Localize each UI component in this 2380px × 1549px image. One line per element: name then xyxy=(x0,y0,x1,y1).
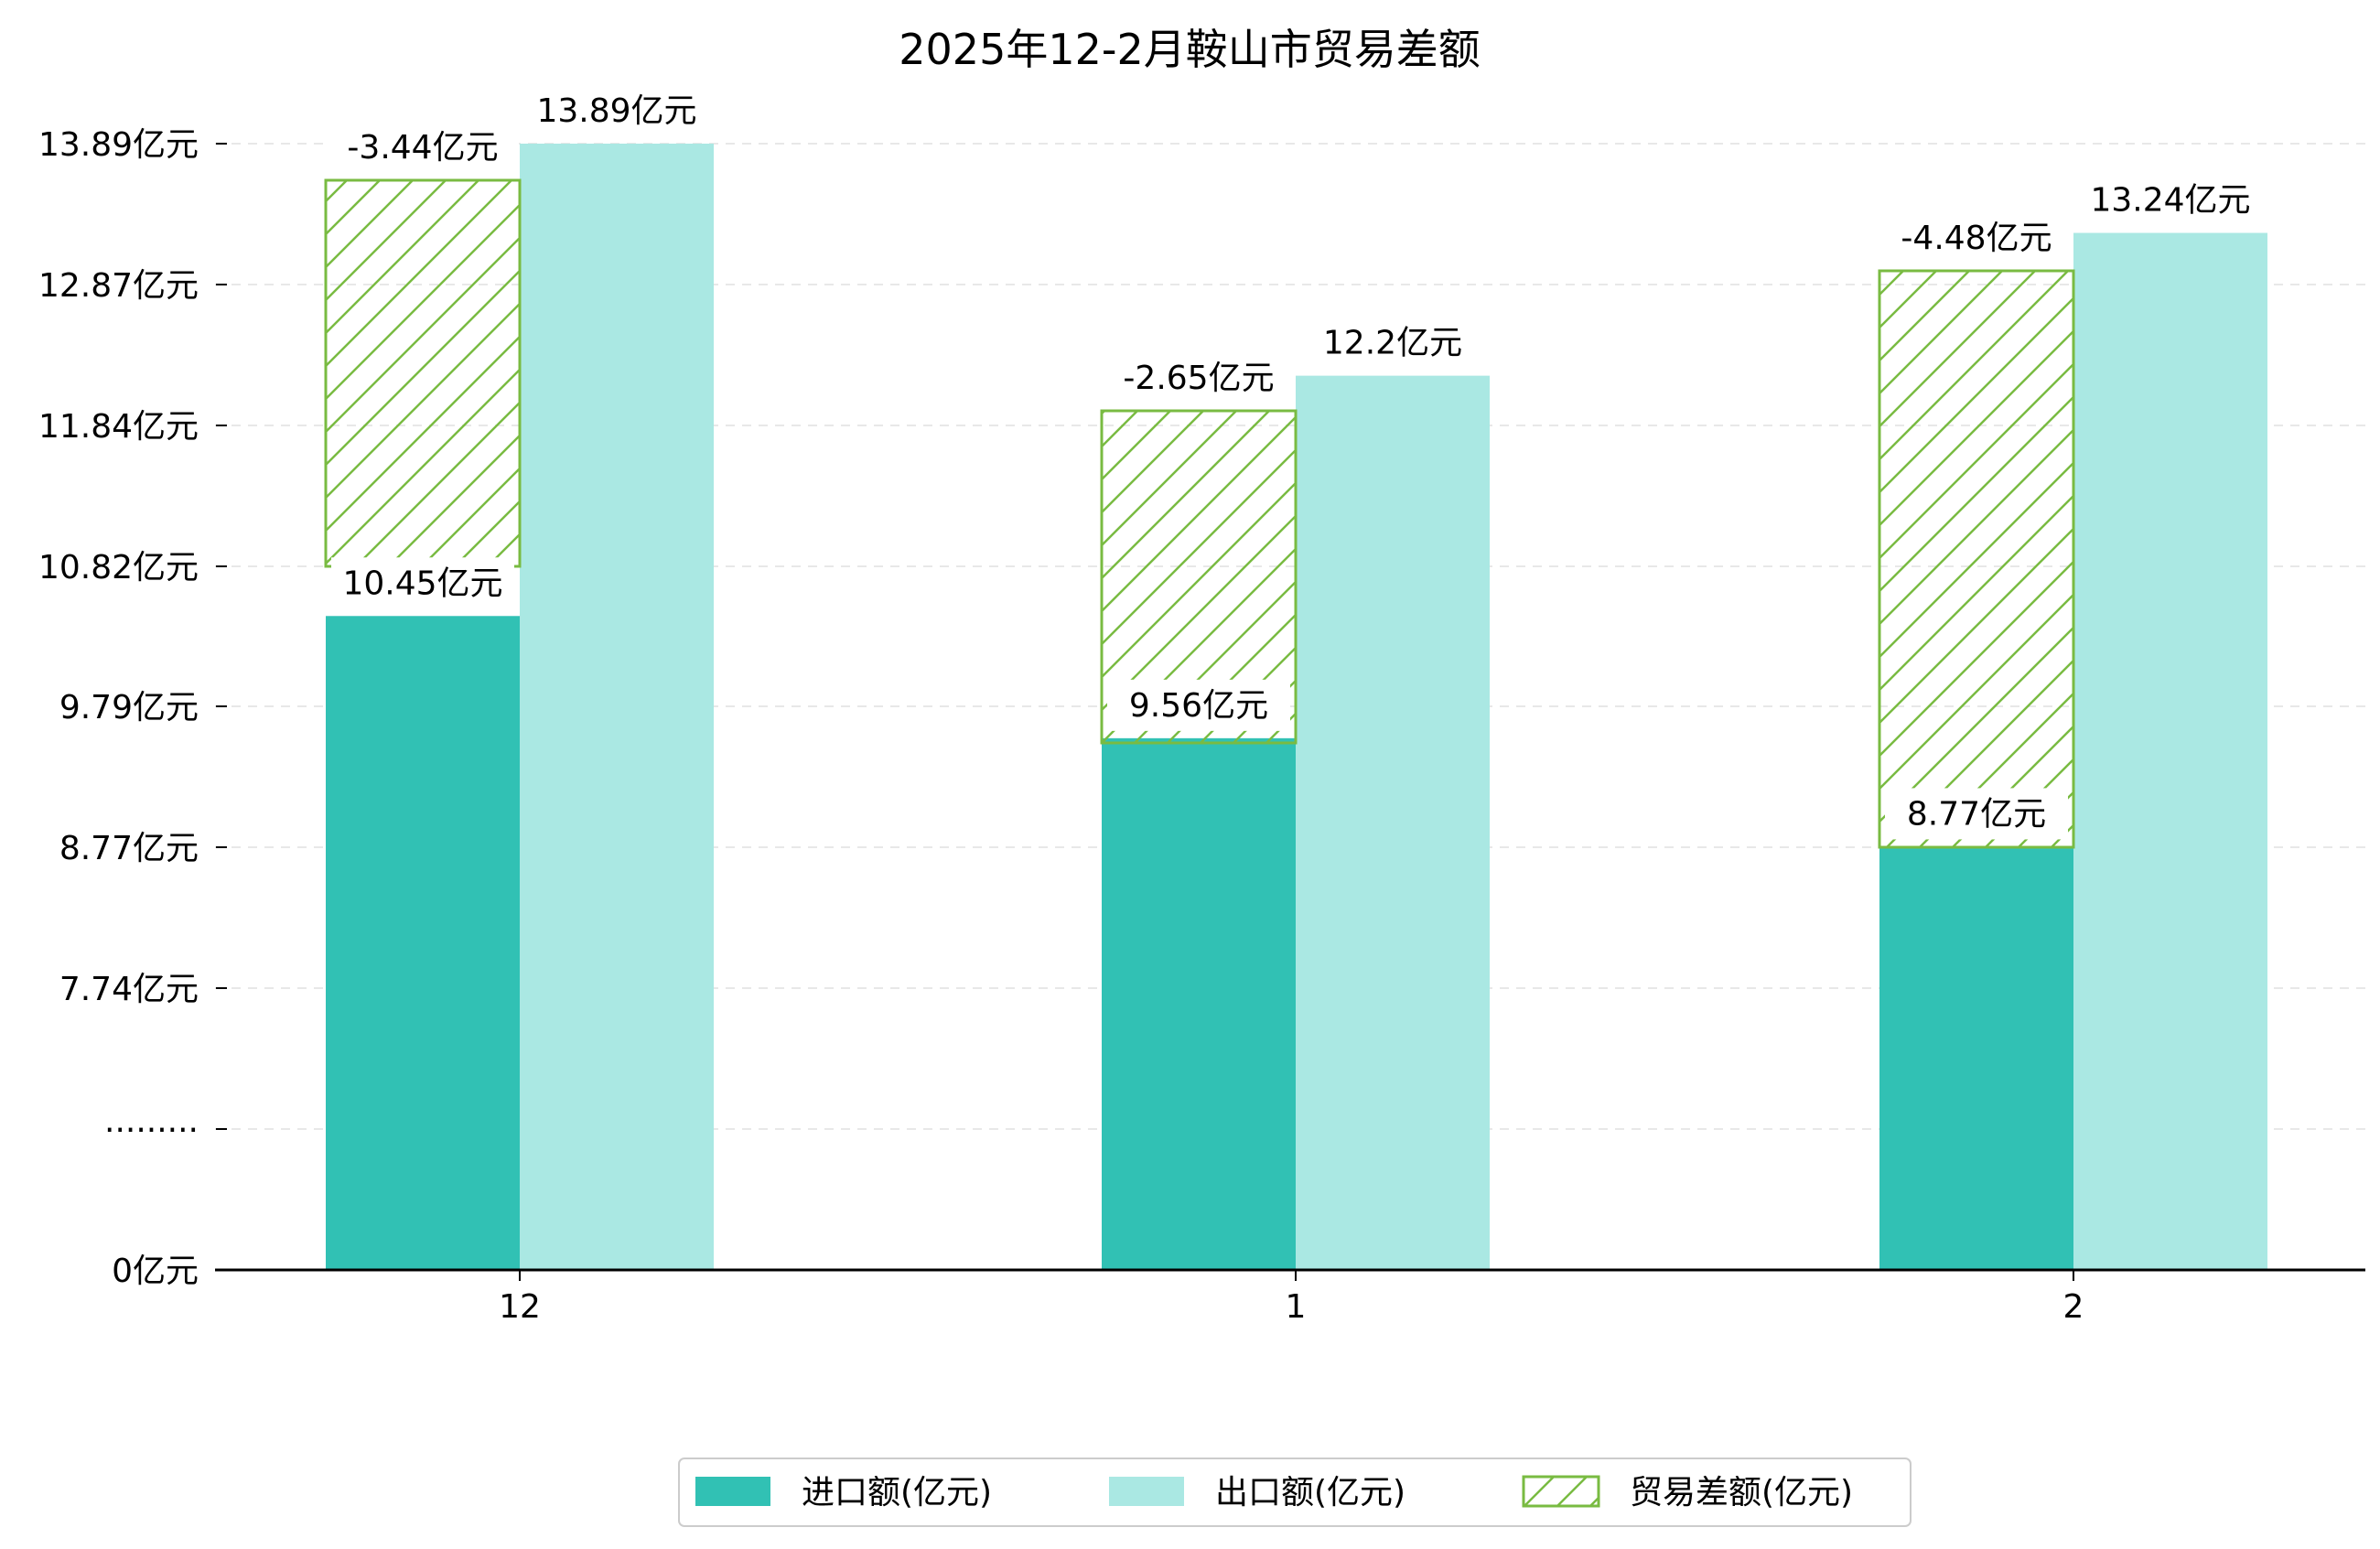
export-value-label-bg xyxy=(2074,174,2267,226)
import-value-label: 10.45亿元 xyxy=(342,565,502,602)
legend-label: 贸易差额(亿元) xyxy=(1630,1474,1853,1511)
legend-swatch-import xyxy=(695,1477,770,1506)
balance-value-label-bg xyxy=(1103,352,1295,403)
y-tick-label: ········· xyxy=(104,1112,199,1149)
y-tick-label: 13.89亿元 xyxy=(38,126,199,164)
y-tick-label: 9.79亿元 xyxy=(59,689,199,726)
bars xyxy=(324,144,2267,1270)
balance-bar xyxy=(1878,269,2075,849)
legend-swatch-balance xyxy=(1522,1475,1600,1508)
import-value-label-bg xyxy=(1107,679,1290,731)
balance-value-label: -3.44亿元 xyxy=(347,129,498,167)
export-bar xyxy=(1296,375,1490,1270)
import-value-label-bg xyxy=(1885,788,2068,840)
legend-box xyxy=(678,1458,1912,1527)
export-value-label: 12.2亿元 xyxy=(1323,325,1462,362)
export-value-label: 13.24亿元 xyxy=(2090,182,2250,220)
export-value-label: 13.89亿元 xyxy=(536,92,696,130)
x-tick-label: 12 xyxy=(499,1288,541,1326)
balance-value-label-bg xyxy=(1880,212,2073,264)
import-value-label: 9.56亿元 xyxy=(1129,687,1268,725)
chart-title: 2025年12-2月鞍山市贸易差额 xyxy=(899,25,1480,74)
legend-swatch-export xyxy=(1109,1477,1184,1506)
y-tick-label: 11.84亿元 xyxy=(38,408,199,446)
balance-bar xyxy=(324,178,522,568)
x-tick-label: 2 xyxy=(2063,1288,2084,1326)
legend-label: 进口额(亿元) xyxy=(802,1474,992,1511)
import-value-label: 8.77亿元 xyxy=(1907,795,2046,833)
export-bar xyxy=(520,144,714,1270)
axes: 0亿元 ········· 7.74亿元 8.77亿元 9.79亿元 10.82亿元 11.… xyxy=(38,126,2365,1326)
import-bar xyxy=(1879,846,2073,1270)
legend: 进口额(亿元) 出口额(亿元) 贸易差额(亿元) xyxy=(678,1458,1912,1527)
data-labels: 10.45亿元 13.89亿元 -3.44亿元 9.56亿元 12.2亿元 -2.65亿元… xyxy=(327,85,2267,840)
y-tick-label: 12.87亿元 xyxy=(38,267,199,305)
import-bar xyxy=(326,616,520,1270)
x-tick-label: 1 xyxy=(1286,1288,1307,1326)
import-bar xyxy=(1102,737,1296,1270)
export-value-label-bg xyxy=(1297,317,1489,369)
export-bar xyxy=(2073,232,2267,1270)
balance-value-label: -4.48亿元 xyxy=(1901,220,2052,257)
y-tick-label: 8.77亿元 xyxy=(59,830,199,867)
export-value-label-bg xyxy=(521,85,713,136)
legend-label: 出口额(亿元) xyxy=(1215,1474,1405,1511)
balance-value-label-bg xyxy=(327,122,519,173)
import-value-label-bg xyxy=(331,557,514,609)
y-tick-label: 7.74亿元 xyxy=(59,971,199,1008)
balance-value-label: -2.65亿元 xyxy=(1123,360,1274,397)
y-tick-label: 0亿元 xyxy=(112,1253,199,1290)
y-tick-label: 10.82亿元 xyxy=(38,549,199,586)
